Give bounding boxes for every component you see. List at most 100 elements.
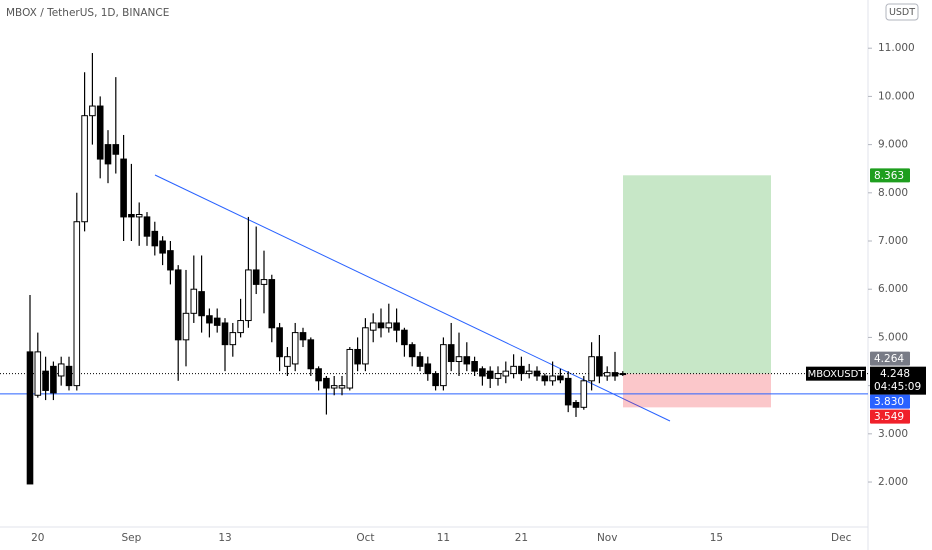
candle-body [198,291,205,317]
currency-button[interactable] [885,3,919,21]
x-tick-label: 20 [31,532,44,544]
y-tick-label: 8.000 [878,187,908,199]
y-tick-label: 9.000 [878,139,908,151]
candle-body [174,269,182,341]
x-tick-label: 15 [710,532,723,544]
candle-body [229,332,237,346]
candle-body [135,214,143,218]
y-tick-label: 10.000 [878,90,915,102]
candle-body [268,279,276,329]
candle-body [245,269,252,322]
candle-body [432,373,439,387]
candle-body [307,339,315,370]
candle-body [96,105,104,160]
candle-body [603,372,611,377]
candle-body [502,370,510,377]
candle-body [510,365,517,375]
candle-body [369,322,377,331]
currency-label[interactable]: USDT [889,7,915,18]
candle-body [182,312,190,341]
y-tick-label: 6.000 [878,283,908,295]
candle-body [463,356,471,365]
candle-body [408,344,416,358]
candle-body [416,356,424,367]
candle-body [354,348,361,365]
candle-body [346,348,354,389]
candle-body [50,365,57,394]
candle-body [424,363,432,375]
symbol-label: MBOXUSDT [808,369,866,380]
y-tick-label: 11.000 [878,42,915,54]
stop-price-box [870,409,910,424]
candle-body [81,115,88,223]
y-tick-label: 5.000 [878,331,908,343]
candle-body [213,317,221,326]
candle-body [120,158,127,218]
y-tick-label: 2.000 [878,476,908,488]
candle-body [252,269,260,285]
candle-body [541,375,549,382]
candle-body [557,375,564,381]
candle-body [580,380,588,408]
candle-body [284,356,291,367]
candle-body [525,370,533,375]
candle-body [167,250,174,271]
x-tick-label: Nov [597,532,618,544]
candle-body [330,385,338,389]
candle-body [401,329,408,346]
x-tick-label: 21 [515,532,528,544]
candle-body [34,351,42,396]
candle-body [440,344,447,387]
candle-body [596,356,603,377]
candle-body [104,144,112,165]
loss-zone [623,373,771,408]
stop-price-label: 3.549 [874,411,904,423]
candle-body [128,214,135,218]
candle-body [26,351,34,485]
candle-body [549,375,556,382]
candle-body [112,144,120,155]
level-price-box [870,394,910,409]
candle-body [588,356,595,382]
marker-price-box [870,351,910,366]
symbol-box [806,366,866,381]
x-tick-label: 11 [437,532,450,544]
candle-body [619,373,627,376]
candle-body [276,327,283,358]
x-tick-label: Sep [122,532,142,544]
candle-body [447,344,455,363]
candle-body [159,240,166,254]
y-tick-label: 3.000 [878,428,908,440]
candle-body [206,315,213,324]
x-tick-label: Dec [831,532,852,544]
last-price-label: 4.248 [880,368,910,380]
last-price-box [870,366,926,395]
candle-body [291,332,299,365]
level-price-label: 3.830 [874,396,904,408]
candle-body [190,288,198,314]
candle-body [494,373,502,379]
candle-body [533,370,541,377]
candle-body [572,401,580,408]
candle-body [57,363,65,377]
candle-body [479,368,486,377]
candle-body [362,327,369,365]
candle-body [237,320,244,334]
candle-body [143,216,151,237]
profit-zone [623,175,771,374]
candle-body [260,279,268,285]
candle-body [42,370,49,391]
candle-body [315,368,322,382]
candle-body [221,322,229,346]
candle-body [377,322,385,329]
x-tick-label: Oct [356,532,374,544]
target-price-label: 8.363 [874,170,904,182]
candle-body [299,332,307,341]
chart-title: MBOX / TetherUS, 1D, BINANCE [6,7,169,19]
candle-body [611,372,619,377]
candle-body [564,377,572,406]
candle-body [471,361,478,372]
candle-body [393,322,400,331]
